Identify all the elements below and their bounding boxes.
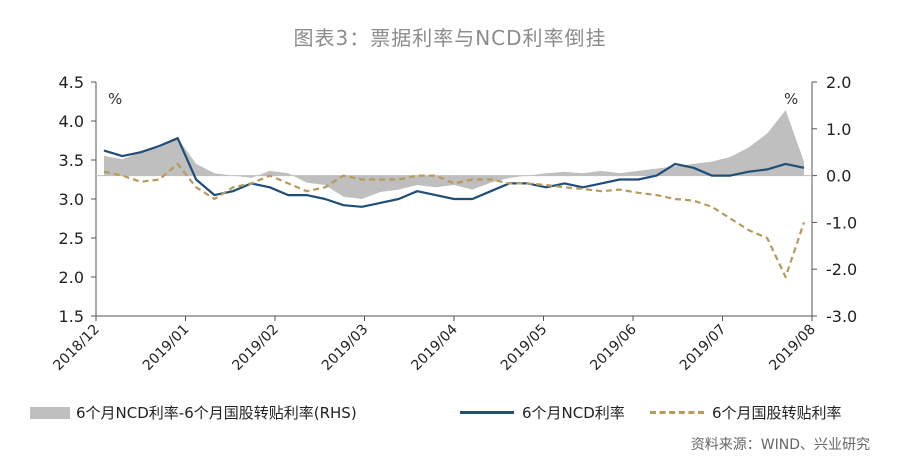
- x-tick-label: 2019/02: [229, 322, 281, 374]
- x-tick-label: 2019/04: [408, 321, 461, 374]
- legend-swatch-area: [30, 406, 70, 419]
- right-tick-label: 2.0: [826, 73, 851, 92]
- x-tick-label: 2019/07: [677, 322, 729, 374]
- source-note: 资料来源：WIND、兴业研究: [690, 437, 870, 453]
- legend-item-bill: 6个月国股转贴利率: [650, 402, 842, 423]
- left-tick-label: 4.0: [59, 112, 84, 131]
- series-spread-area: [104, 110, 804, 199]
- legend: 6个月NCD利率-6个月国股转贴利率(RHS) 6个月NCD利率 6个月国股转贴…: [30, 402, 880, 422]
- axes: [91, 81, 817, 321]
- legend-label-spread: 6个月NCD利率-6个月国股转贴利率(RHS): [76, 404, 357, 422]
- series-bill-dashed-line: [103, 162, 806, 279]
- right-tick-label: 0.0: [826, 167, 851, 186]
- x-tick-label: 2019/08: [766, 322, 818, 374]
- left-tick-label: 2.5: [59, 229, 84, 248]
- left-tick-label: 3.0: [59, 190, 84, 209]
- right-tick-label: 1.0: [826, 120, 851, 139]
- legend-swatch-line: [460, 411, 514, 414]
- x-tick-label: 2019/03: [319, 322, 371, 374]
- right-tick-label: -3.0: [826, 307, 857, 326]
- legend-item-spread: 6个月NCD利率-6个月国股转贴利率(RHS): [30, 402, 357, 423]
- left-unit-label: %: [108, 90, 122, 108]
- left-tick-label: 3.5: [59, 151, 84, 170]
- left-tick-label: 4.5: [59, 73, 84, 92]
- legend-swatch-dashed: [650, 411, 704, 414]
- left-tick-label: 2.0: [59, 268, 84, 287]
- x-tick-label: 2018/12: [50, 322, 102, 374]
- spread-area-series: [96, 110, 812, 199]
- legend-label-ncd: 6个月NCD利率: [522, 404, 625, 422]
- left-tick-label: 1.5: [59, 307, 84, 326]
- line-series: [103, 137, 806, 279]
- x-tick-label: 2019/06: [587, 321, 640, 374]
- x-tick-label: 2019/01: [140, 322, 192, 374]
- legend-label-bill: 6个月国股转贴利率: [712, 404, 842, 422]
- chart-title: 图表3：票据利率与NCD利率倒挂: [293, 26, 607, 50]
- tick-labels: 4.5 4.0 3.5 3.0 2.5 2.0 1.5 2.0 1.0 0.0 -1.0 -2.0 -3…: [50, 73, 857, 374]
- right-unit-label: %: [784, 90, 798, 108]
- legend-item-ncd: 6个月NCD利率: [460, 402, 625, 423]
- right-tick-label: -2.0: [826, 260, 857, 279]
- x-tick-label: 2019/05: [498, 322, 550, 374]
- right-tick-label: -1.0: [826, 213, 857, 232]
